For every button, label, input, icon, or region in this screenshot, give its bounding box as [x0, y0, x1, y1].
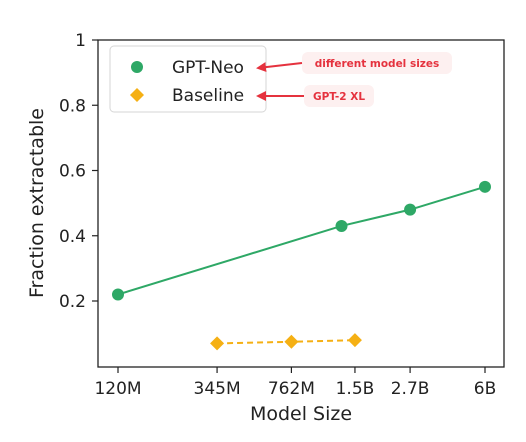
x-tick-label: 2.7B [391, 379, 430, 399]
y-tick-label: 0.6 [59, 162, 86, 182]
x-tick-label: 120M [94, 379, 141, 399]
legend-label-baseline: Baseline [172, 86, 244, 106]
x-tick-label: 6B [474, 379, 496, 399]
legend-box [109, 45, 267, 113]
annotation-bg-model-sizes [302, 52, 452, 74]
x-tick-label: 762M [268, 379, 315, 399]
data-point-gpt-neo [404, 203, 417, 216]
legend-marker-gpt-neo [131, 61, 143, 73]
axes-box [97, 39, 505, 368]
y-axis: 0.2 0.4 0.6 0.8 1 [59, 31, 98, 312]
annotations: different model sizes GPT-2 XL [256, 52, 452, 107]
data-point-gpt-neo [335, 219, 348, 232]
legend-label-gpt-neo: GPT-Neo [172, 58, 244, 78]
data-point-gpt-neo [112, 288, 124, 301]
data-point-baseline [347, 333, 362, 348]
y-tick-label: 1 [75, 31, 86, 51]
x-axis: 120M 345M 762M 1.5B 2.7B 6B [94, 367, 496, 399]
legend-marker-baseline [130, 88, 144, 102]
legend: GPT-Neo Baseline [109, 45, 267, 113]
y-tick-label: 0.4 [59, 227, 86, 247]
series-layer [112, 180, 491, 351]
plot-frame [97, 39, 505, 368]
data-point-baseline [210, 336, 225, 351]
annotation-model-sizes: different model sizes [315, 58, 440, 70]
annotation-arrow-model-sizes [256, 62, 303, 73]
y-tick-label: 0.8 [59, 96, 86, 116]
data-point-gpt-neo [479, 180, 491, 193]
x-axis-label: Model Size [250, 403, 352, 425]
annotation-bg-gpt2-xl [304, 85, 374, 107]
series-line-gpt-neo [117, 185, 486, 296]
annotation-gpt2-xl: GPT-2 XL [313, 91, 365, 103]
x-tick-label: 1.5B [336, 379, 375, 399]
y-axis-label: Fraction extractable [26, 108, 48, 298]
x-tick-label: 345M [194, 379, 241, 399]
data-point-baseline [284, 334, 299, 349]
y-tick-label: 0.2 [59, 292, 86, 312]
